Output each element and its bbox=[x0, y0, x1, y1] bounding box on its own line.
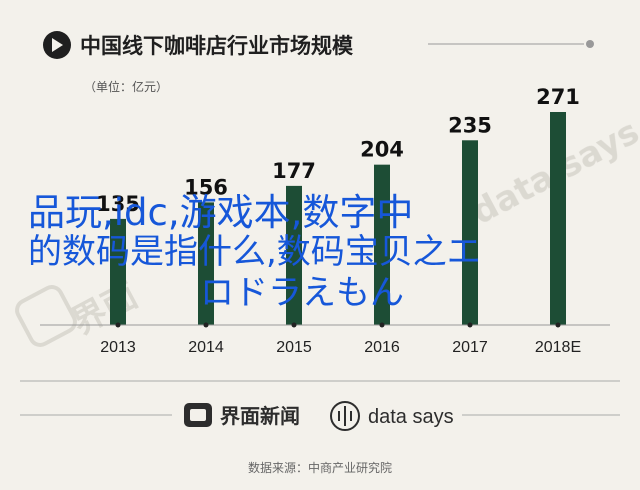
x-tick-label-2014: 2014 bbox=[188, 339, 224, 356]
x-tick-label-2017: 2017 bbox=[452, 339, 488, 356]
data-source: 数据来源：中商产业研究院 bbox=[248, 460, 392, 475]
value-label-2013: 135 bbox=[96, 192, 140, 216]
watermark-logo-icon bbox=[15, 285, 77, 347]
tick-dot-2013 bbox=[115, 322, 121, 328]
play-icon bbox=[52, 38, 63, 52]
title-rule-end bbox=[586, 40, 594, 48]
chart-title: 中国线下咖啡店行业市场规模 bbox=[80, 34, 354, 58]
footer-brand-en: data says bbox=[368, 406, 454, 428]
overlay-line-2: 的数码是指什么,数码宝贝之エ bbox=[28, 232, 481, 272]
bar-2014 bbox=[198, 202, 214, 325]
x-tick-label-2016: 2016 bbox=[364, 339, 400, 356]
overlay-line-1: 品玩,idc,游戏本,数字中 bbox=[28, 191, 413, 234]
bar-2015 bbox=[286, 185, 302, 325]
bar-2013 bbox=[110, 218, 126, 325]
value-label-2017: 235 bbox=[448, 113, 492, 137]
tick-dot-2016 bbox=[379, 322, 385, 328]
bar-2018E bbox=[550, 112, 566, 325]
tick-dot-2015 bbox=[291, 322, 297, 328]
bar-2017 bbox=[462, 140, 478, 325]
jiemian-logo-inner bbox=[190, 409, 206, 421]
overlay-line-3: ロドラえもん bbox=[200, 273, 404, 313]
value-label-2018E: 271 bbox=[536, 85, 580, 109]
watermark-cn: 界面 bbox=[65, 276, 144, 343]
bars-layer: 135 156 177 204 235 271 bbox=[96, 85, 580, 325]
x-tick-label-2013: 2013 bbox=[100, 339, 136, 356]
tick-dot-2014 bbox=[203, 322, 209, 328]
value-label-2016: 204 bbox=[360, 138, 404, 162]
tick-dot-2017 bbox=[467, 322, 473, 328]
x-tick-label-2015: 2015 bbox=[276, 339, 312, 356]
bar-2016 bbox=[374, 164, 390, 325]
unit-label: （单位：亿元） bbox=[84, 79, 168, 94]
x-tick-label-2018E: 2018E bbox=[535, 339, 581, 356]
value-label-2015: 177 bbox=[272, 159, 316, 183]
ticks-layer: 2013 2014 2015 2016 2017 2018E bbox=[100, 322, 581, 356]
tick-dot-2018E bbox=[555, 322, 561, 328]
data-says-logo-icon bbox=[330, 401, 360, 431]
value-label-2014: 156 bbox=[184, 175, 228, 199]
footer-brand-cn: 界面新闻 bbox=[220, 404, 300, 428]
